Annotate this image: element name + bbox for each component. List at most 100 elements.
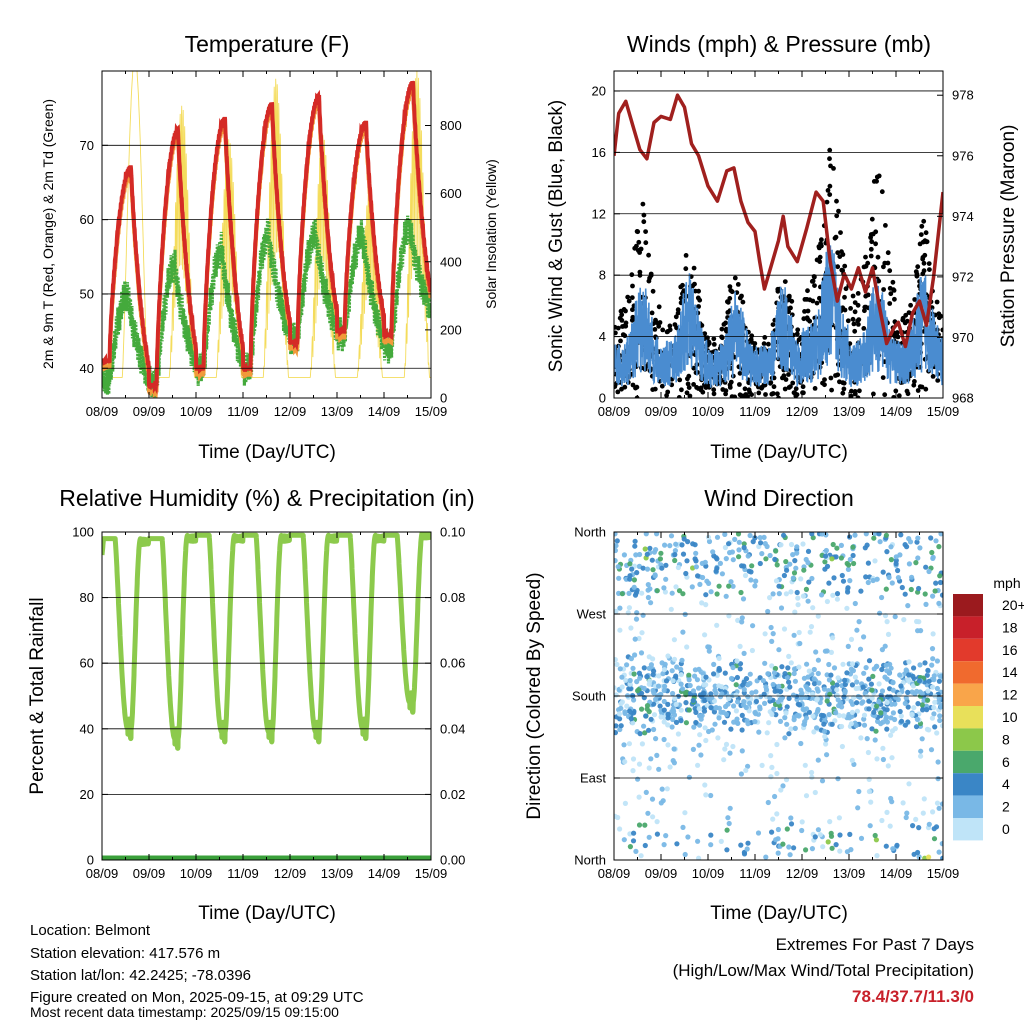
direction-point	[879, 594, 885, 601]
direction-point	[934, 730, 940, 736]
gust-point	[800, 384, 806, 390]
y-tick-label: 40	[80, 361, 94, 376]
direction-point	[834, 692, 840, 699]
direction-point	[767, 595, 773, 601]
direction-point	[701, 682, 707, 688]
gust-point	[794, 331, 800, 337]
direction-point	[671, 746, 677, 752]
x-tick-label: 10/09	[692, 866, 725, 881]
direction-point	[851, 560, 857, 567]
direction-point	[830, 592, 836, 598]
direction-point	[849, 661, 856, 667]
direction-point	[663, 678, 670, 684]
direction-point	[650, 814, 656, 820]
direction-point	[812, 789, 818, 796]
direction-point	[643, 789, 649, 796]
direction-point	[741, 851, 748, 857]
direction-point	[809, 769, 815, 776]
direction-point	[727, 805, 733, 811]
direction-point	[778, 605, 785, 611]
direction-point	[858, 735, 864, 741]
y-tick-label: 50	[80, 286, 94, 301]
direction-point	[674, 841, 680, 847]
direction-point	[884, 549, 890, 555]
legend-swatch	[953, 773, 983, 796]
direction-point	[673, 673, 679, 679]
x-tick-label: 09/09	[645, 404, 678, 419]
direction-point	[679, 657, 685, 663]
gust-point	[711, 391, 717, 397]
direction-point	[865, 749, 872, 756]
gust-point	[630, 307, 635, 313]
direction-point	[645, 587, 651, 593]
direction-point	[883, 532, 890, 538]
direction-point	[734, 716, 740, 722]
gust-point	[852, 300, 858, 305]
direction-point	[848, 721, 855, 727]
direction-point	[632, 652, 638, 658]
direction-point	[702, 725, 708, 731]
direction-point	[696, 855, 702, 860]
direction-point	[744, 846, 750, 852]
direction-point	[811, 729, 817, 735]
x-tick-label: 08/09	[598, 866, 631, 881]
direction-point	[936, 849, 942, 855]
direction-point	[730, 583, 736, 589]
direction-point	[733, 682, 739, 688]
y-tick-label: 16	[592, 145, 606, 160]
gust-point	[940, 327, 943, 333]
direction-point	[922, 660, 928, 666]
x-tick-label: 15/09	[927, 404, 960, 419]
direction-point	[662, 589, 669, 595]
gust-point	[630, 382, 636, 388]
direction-point	[632, 592, 639, 598]
direction-point	[696, 742, 702, 748]
direction-point	[861, 634, 867, 640]
direction-point	[734, 658, 740, 664]
direction-point	[636, 822, 643, 828]
direction-point	[916, 825, 922, 831]
direction-point	[890, 687, 896, 693]
direction-point	[801, 721, 808, 728]
y2-tick-label: 0.08	[440, 590, 465, 605]
direction-point	[834, 687, 840, 693]
direction-point	[884, 707, 890, 713]
gust-point	[637, 269, 643, 275]
direction-point	[783, 591, 790, 597]
direction-point	[913, 724, 920, 730]
direction-point	[871, 709, 877, 715]
y-tick-label: 70	[80, 138, 94, 153]
direction-point	[803, 847, 809, 853]
direction-point	[665, 722, 671, 728]
gust-point	[769, 391, 775, 397]
direction-point	[916, 854, 922, 860]
direction-point	[651, 549, 658, 555]
direction-point	[914, 539, 920, 545]
direction-point	[670, 708, 676, 714]
direction-point	[745, 763, 751, 769]
direction-point	[678, 681, 684, 687]
direction-point	[771, 670, 778, 676]
direction-point	[890, 846, 896, 852]
gust-point	[857, 388, 862, 394]
direction-point	[626, 605, 633, 611]
direction-point	[931, 705, 937, 711]
direction-point	[656, 673, 662, 679]
gust-point	[684, 390, 690, 396]
direction-point	[649, 557, 655, 563]
direction-point	[786, 653, 792, 660]
direction-point	[898, 532, 904, 538]
direction-point	[826, 580, 832, 586]
direction-point	[637, 675, 643, 681]
direction-point	[651, 701, 657, 707]
direction-point	[699, 600, 705, 606]
direction-point	[854, 708, 861, 714]
direction-point	[654, 819, 660, 825]
direction-point	[628, 656, 635, 662]
direction-point	[665, 711, 671, 717]
direction-point	[641, 685, 647, 692]
direction-point	[831, 575, 837, 581]
gust-point	[919, 384, 925, 390]
direction-point	[876, 532, 882, 537]
direction-point	[773, 712, 779, 718]
